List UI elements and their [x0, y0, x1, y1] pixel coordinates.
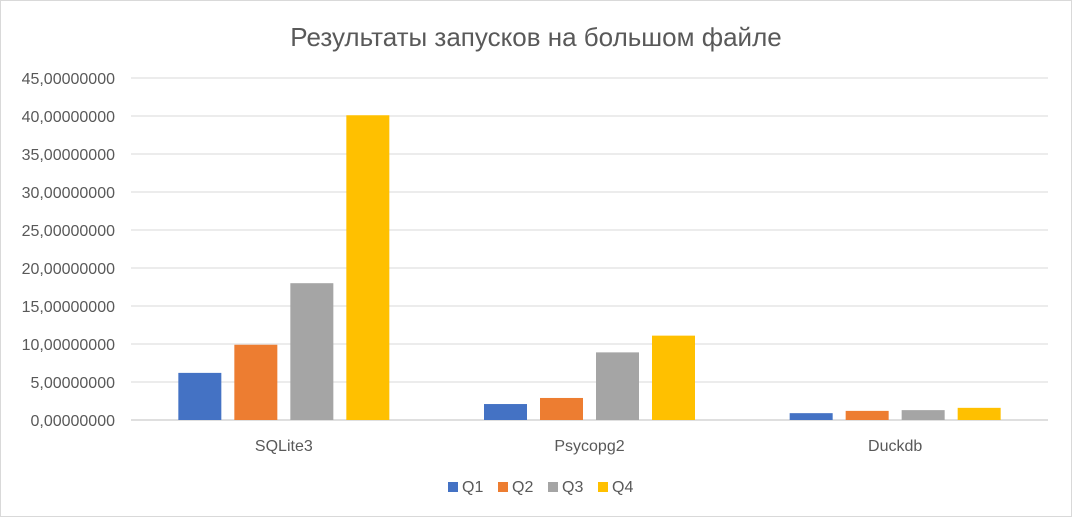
bars	[178, 115, 1001, 421]
bar-q3-psycopg2	[596, 352, 639, 420]
legend-swatch-q4	[598, 482, 608, 492]
chart-title: Результаты запусков на большом файле	[290, 22, 781, 52]
y-tick-label: 10,00000000	[22, 337, 116, 354]
y-tick-label: 40,00000000	[22, 109, 116, 126]
bar-q1-duckdb	[789, 413, 833, 420]
bar-q3-sqlite3	[290, 283, 334, 420]
legend-label-q2: Q2	[512, 479, 533, 496]
legend-swatch-q1	[448, 482, 458, 492]
y-tick-label: 15,00000000	[22, 299, 116, 316]
y-tick-label: 35,00000000	[22, 147, 116, 164]
bar-q2-psycopg2	[540, 397, 583, 420]
gridlines	[131, 77, 1048, 421]
bar-q2-duckdb	[845, 410, 889, 420]
bar-q1-psycopg2	[484, 404, 527, 420]
bar-q2-sqlite3	[234, 344, 278, 420]
legend-label-q4: Q4	[612, 479, 633, 496]
legend-label-q1: Q1	[462, 479, 483, 496]
y-axis-ticks: 0,00000000 5,00000000 10,00000000 15,000000…	[22, 71, 116, 430]
legend-label-q3: Q3	[562, 479, 583, 496]
bar-q4-sqlite3	[346, 115, 390, 421]
legend-swatch-q2	[498, 482, 508, 492]
y-tick-label: 0,00000000	[30, 413, 115, 430]
bar-q4-psycopg2	[652, 335, 695, 420]
y-tick-label: 25,00000000	[22, 223, 116, 240]
bar-q3-duckdb	[901, 410, 945, 420]
x-axis-ticks: SQLite3 Psycopg2 Duckdb	[255, 438, 922, 455]
y-tick-label: 30,00000000	[22, 185, 116, 202]
bar-q1-sqlite3	[178, 372, 222, 420]
y-tick-label: 5,00000000	[30, 375, 115, 392]
y-tick-label: 20,00000000	[22, 261, 116, 278]
y-tick-label: 45,00000000	[22, 71, 116, 88]
legend-swatch-q3	[548, 482, 558, 492]
x-tick-label: Psycopg2	[554, 438, 624, 455]
legend: Q1 Q2 Q3 Q4	[448, 479, 633, 496]
x-tick-label: Duckdb	[868, 438, 922, 455]
x-tick-label: SQLite3	[255, 438, 313, 455]
bar-q4-duckdb	[957, 407, 1001, 420]
